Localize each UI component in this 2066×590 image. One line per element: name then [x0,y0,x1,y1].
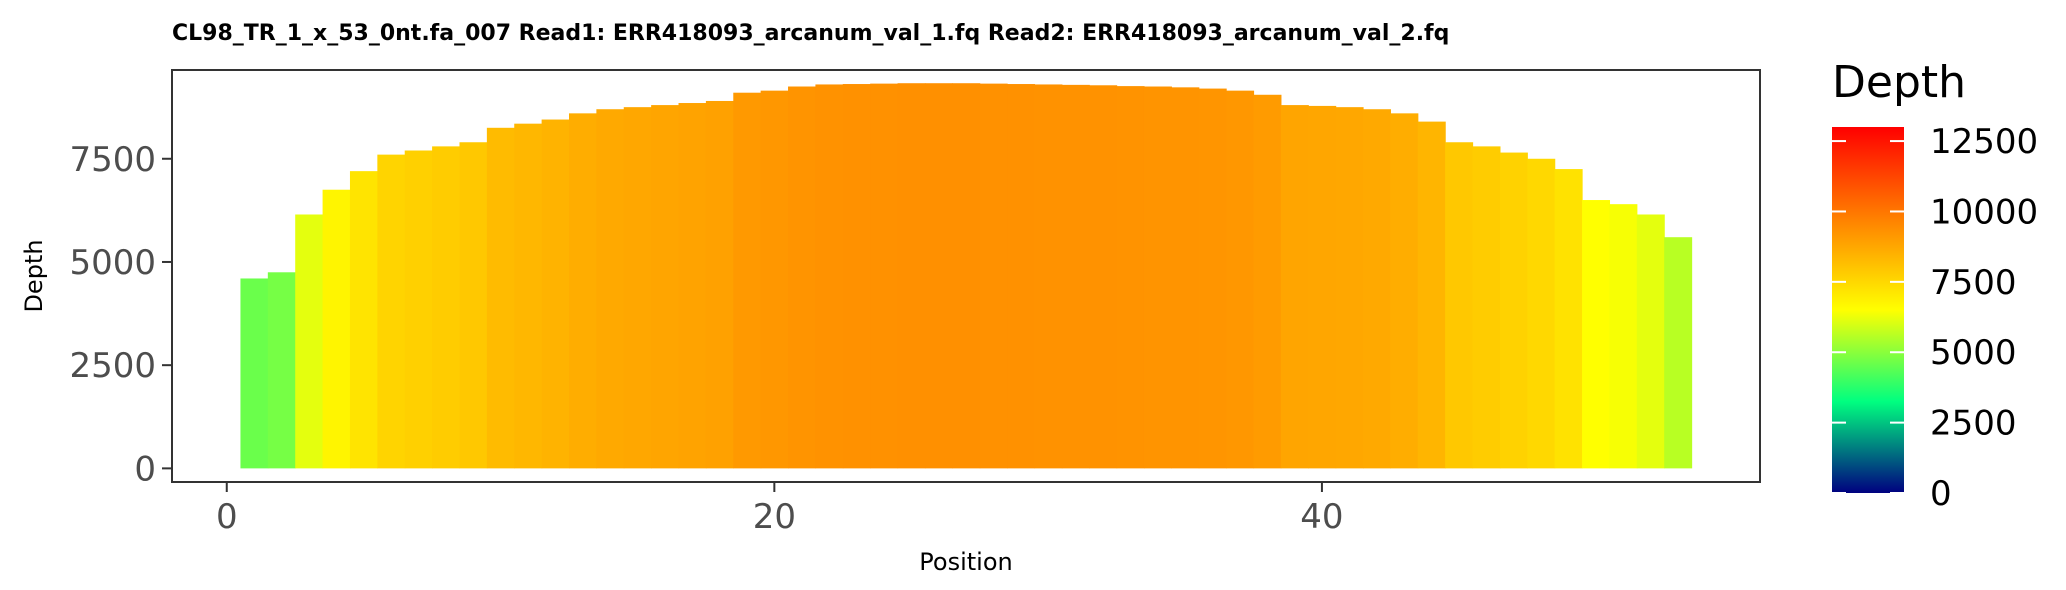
legend: Depth 0 2500 5000 7500 10000 12500 [1832,57,2038,514]
bar [541,119,570,469]
legend-colorbar [1832,127,1904,493]
legend-ticks: 0 2500 5000 7500 10000 12500 [1832,122,2038,514]
legend-tick-label: 5000 [1930,333,2017,373]
bar [1363,109,1391,469]
bar [788,86,817,469]
bar [1089,85,1118,469]
bar [432,146,461,469]
bar [596,109,625,469]
bar [404,150,433,469]
bar [1636,214,1665,469]
bar [1499,152,1528,469]
x-axis: 0 20 40 [216,482,1344,537]
legend-tick-label: 0 [1930,474,1952,514]
bar [1116,86,1145,469]
x-tick-label: 40 [1300,497,1343,537]
y-tick-label: 0 [134,449,156,489]
y-tick-label: 2500 [69,346,156,386]
bar [514,123,543,469]
bars-group [240,83,1693,469]
bar [1417,121,1446,469]
bar [705,100,734,469]
bar [1335,107,1364,469]
x-axis-title: Position [919,548,1012,576]
bar [1308,105,1337,469]
bar [377,154,406,469]
bar [1472,146,1501,469]
y-tick-label: 5000 [69,243,156,283]
bar [1253,94,1282,469]
bar [924,83,953,469]
bar [1445,142,1474,469]
bar [815,84,844,469]
legend-tick-label: 7500 [1930,263,2017,303]
bar [322,189,351,469]
bar [1226,90,1255,469]
x-tick-label: 20 [753,497,796,537]
bar [1527,158,1556,469]
bar [569,113,597,469]
bar [842,84,871,469]
bar [979,83,1008,469]
bar [1007,84,1036,469]
y-axis: 0 2500 5000 7500 [69,140,172,489]
bar [349,171,378,469]
bar [1390,113,1419,469]
bar [1554,169,1583,469]
bar [459,142,488,469]
bar [870,83,899,469]
legend-title: Depth [1832,57,1966,108]
plot-border [171,69,1761,483]
legend-tick-label: 2500 [1930,404,2017,444]
bar [1609,204,1638,469]
legend-tick-label: 10000 [1930,192,2038,232]
bar [1198,88,1227,469]
bar [486,127,515,469]
bar [240,278,269,469]
bar [1280,105,1309,469]
bar [295,214,324,469]
y-tick-label: 7500 [69,140,156,180]
bar [651,105,680,469]
bar [897,83,926,469]
bar [952,83,981,469]
bar [733,92,762,469]
bar [623,107,652,469]
bar [678,103,707,469]
x-tick-label: 0 [216,497,238,537]
y-axis-title: Depth [20,239,48,312]
bar [1061,84,1090,469]
bar [1582,200,1611,469]
legend-tick-label: 12500 [1930,122,2038,162]
chart-title: CL98_TR_1_x_53_0nt.fa_007 Read1: ERR4180… [172,21,1449,46]
bar [267,272,296,469]
bar [1171,87,1200,469]
plot-area [171,69,1761,483]
bar [1664,237,1693,469]
bar [1143,86,1172,469]
bar [760,90,789,469]
bar [1034,84,1063,469]
